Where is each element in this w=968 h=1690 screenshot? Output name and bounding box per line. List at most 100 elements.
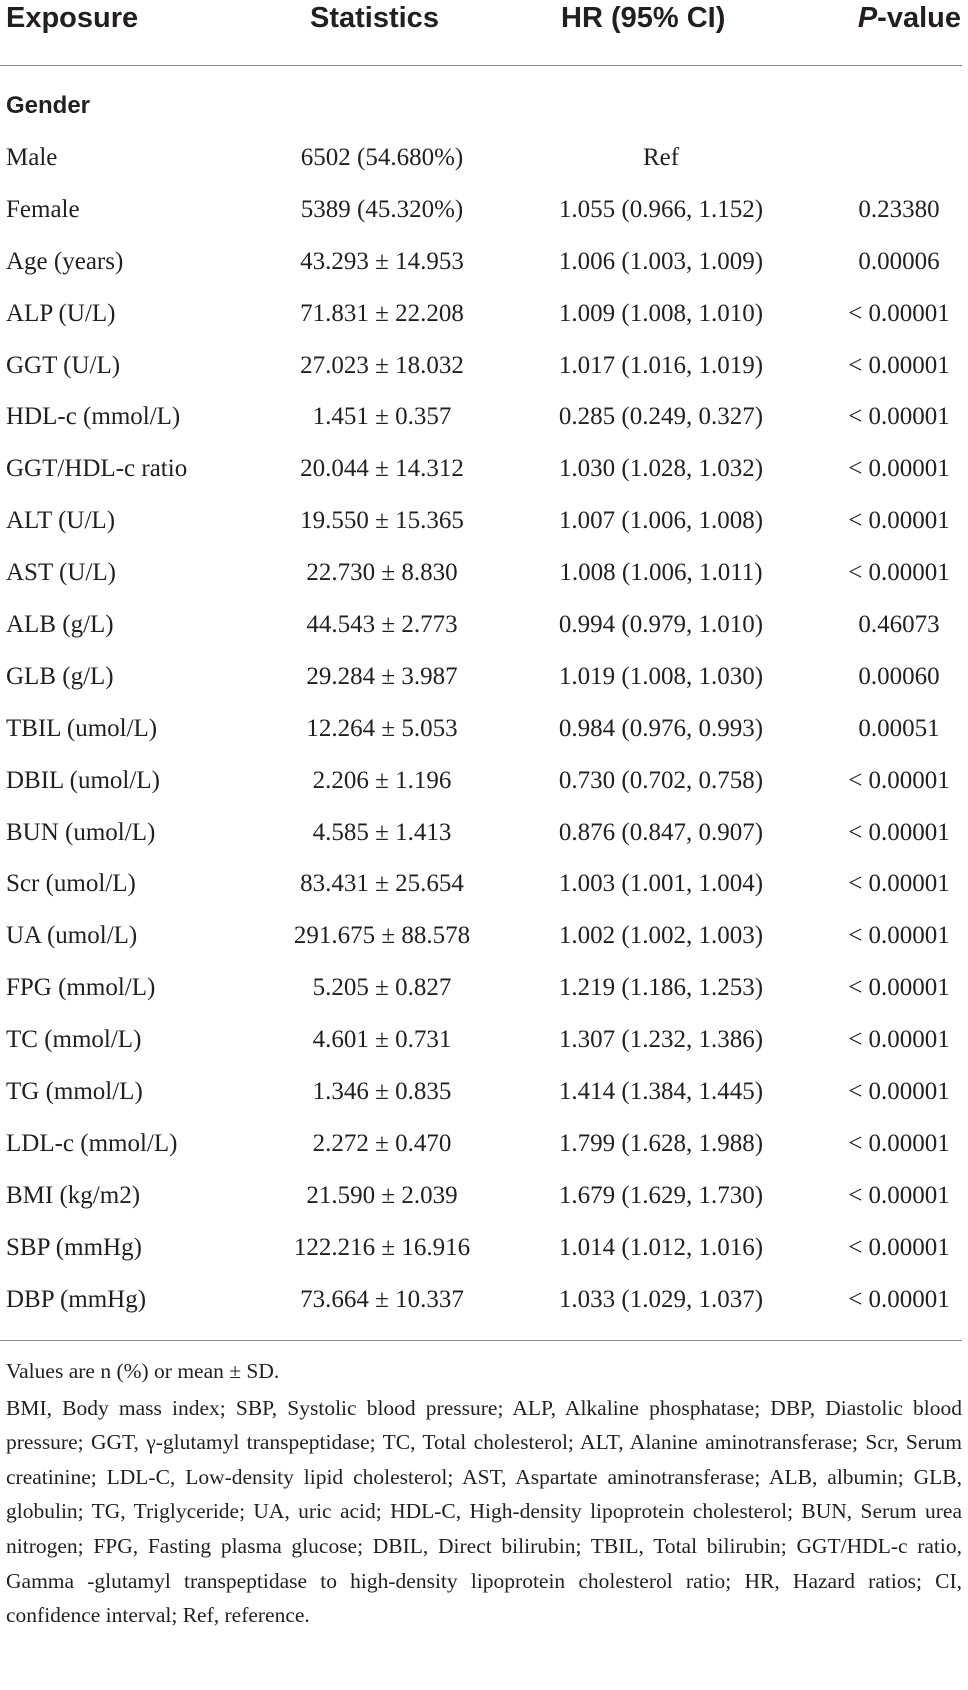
row-hr: 1.679 (1.629, 1.730) — [558, 1181, 764, 1209]
row-statistics: 29.284 ± 3.987 — [306, 662, 458, 690]
table-row: Age (years) 43.293 ± 14.953 1.006 (1.003, … — [0, 239, 968, 291]
row-p-value: 0.00051 — [858, 714, 940, 742]
row-statistics: 2.206 ± 1.196 — [312, 766, 452, 794]
group-heading: Gender — [6, 92, 91, 119]
row-hr: 1.008 (1.006, 1.011) — [559, 559, 763, 587]
row-label: TBIL (umol/L) — [6, 714, 158, 742]
row-statistics: 22.730 ± 8.830 — [306, 559, 458, 587]
row-statistics: 1.346 ± 0.835 — [312, 1078, 452, 1106]
row-label: LDL-c (mmol/L) — [6, 1129, 178, 1157]
row-hr: 1.219 (1.186, 1.253) — [558, 974, 764, 1002]
row-label: Male — [6, 144, 58, 171]
row-p-value: < 0.00001 — [848, 299, 950, 327]
row-label: DBIL (umol/L) — [6, 766, 160, 794]
table-row: ALT (U/L) 19.550 ± 15.365 1.007 (1.006, 1.… — [0, 498, 968, 550]
row-statistics: 2.272 ± 0.470 — [312, 1129, 452, 1157]
row-hr: 1.003 (1.001, 1.004) — [558, 870, 764, 898]
table-row: HDL-c (mmol/L) 1.451 ± 0.357 0.285 (0.249,… — [0, 394, 968, 446]
header-statistics: Statistics — [310, 2, 439, 34]
header-divider — [0, 65, 962, 66]
row-p-value: < 0.00001 — [848, 1078, 950, 1106]
row-p-value: < 0.00001 — [848, 1026, 950, 1054]
row-statistics: 27.023 ± 18.032 — [300, 351, 464, 379]
row-label: Scr (umol/L) — [6, 870, 136, 898]
row-hr: 1.017 (1.016, 1.019) — [558, 351, 764, 379]
table-row: ALP (U/L) 71.831 ± 22.208 1.009 (1.008, 1.… — [0, 291, 968, 343]
row-statistics: 73.664 ± 10.337 — [300, 1285, 464, 1313]
row-p-value: < 0.00001 — [848, 974, 950, 1002]
row-statistics: 21.590 ± 2.039 — [306, 1181, 458, 1209]
row-statistics: 43.293 ± 14.953 — [300, 247, 464, 275]
table-row: AST (U/L) 22.730 ± 8.830 1.008 (1.006, 1.0… — [0, 550, 968, 602]
row-statistics: 1.451 ± 0.357 — [312, 403, 452, 431]
row-hr: 1.002 (1.002, 1.003) — [558, 922, 764, 950]
row-hr: 1.030 (1.028, 1.032) — [558, 455, 764, 483]
row-statistics: 6502 (54.680%) — [300, 144, 464, 171]
row-label: TC (mmol/L) — [6, 1026, 142, 1054]
table-row: DBP (mmHg) 73.664 ± 10.337 1.033 (1.029, 1… — [0, 1277, 968, 1329]
row-label: AST (U/L) — [6, 559, 116, 587]
table-row: TC (mmol/L) 4.601 ± 0.731 1.307 (1.232, 1.… — [0, 1017, 968, 1069]
table-row: Male 6502 (54.680%) Ref — [0, 135, 968, 187]
row-hr: 0.285 (0.249, 0.327) — [558, 403, 764, 431]
row-label: FPG (mmol/L) — [6, 974, 156, 1002]
row-statistics: 122.216 ± 16.916 — [293, 1233, 471, 1261]
footer-divider — [0, 1340, 962, 1341]
row-label: ALB (g/L) — [6, 611, 114, 639]
table-row: TG (mmol/L) 1.346 ± 0.835 1.414 (1.384, 1.… — [0, 1069, 968, 1121]
row-label: TG (mmol/L) — [6, 1078, 143, 1106]
table-row: UA (umol/L) 291.675 ± 88.578 1.002 (1.002,… — [0, 913, 968, 965]
row-statistics: 19.550 ± 15.365 — [300, 507, 464, 535]
row-p-value: 0.46073 — [858, 611, 940, 639]
table-row: FPG (mmol/L) 5.205 ± 0.827 1.219 (1.186, 1… — [0, 965, 968, 1017]
row-p-value: < 0.00001 — [848, 1233, 950, 1261]
row-p-value: 0.00006 — [858, 247, 940, 275]
table-row: SBP (mmHg) 122.216 ± 16.916 1.014 (1.012, … — [0, 1225, 968, 1277]
row-p-value: < 0.00001 — [848, 870, 950, 898]
table-row: GLB (g/L) 29.284 ± 3.987 1.019 (1.008, 1.0… — [0, 654, 968, 706]
row-hr: 0.994 (0.979, 1.010) — [558, 611, 764, 639]
row-p-value: 0.00060 — [858, 662, 940, 690]
row-label: DBP (mmHg) — [6, 1285, 147, 1313]
row-hr: 0.984 (0.976, 0.993) — [558, 714, 764, 742]
table-row: GGT (U/L) 27.023 ± 18.032 1.017 (1.016, 1.… — [0, 343, 968, 395]
table-row: Scr (umol/L) 83.431 ± 25.654 1.003 (1.001,… — [0, 861, 968, 913]
header-p-italic: P — [857, 2, 878, 34]
table-footnotes: Values are n (%) or mean ± SD. BMI, Body… — [6, 1354, 962, 1633]
row-statistics: 20.044 ± 14.312 — [300, 455, 464, 483]
row-label: BUN (umol/L) — [6, 818, 156, 846]
row-label: GLB (g/L) — [6, 662, 114, 690]
row-statistics: 44.543 ± 2.773 — [306, 611, 458, 639]
row-label: ALT (U/L) — [6, 507, 116, 535]
abbreviations-note: BMI, Body mass index; SBP, Systolic bloo… — [6, 1395, 962, 1628]
row-p-value: 0.23380 — [858, 195, 940, 223]
row-hr: 0.876 (0.847, 0.907) — [558, 818, 764, 846]
row-label: Age (years) — [6, 247, 124, 275]
row-statistics: 5389 (45.320%) — [300, 195, 464, 223]
row-label: UA (umol/L) — [6, 922, 138, 950]
table-row: LDL-c (mmol/L) 2.272 ± 0.470 1.799 (1.628,… — [0, 1121, 968, 1173]
row-hr: 1.014 (1.012, 1.016) — [558, 1233, 764, 1261]
row-statistics: 83.431 ± 25.654 — [300, 870, 464, 898]
row-hr: 1.307 (1.232, 1.386) — [558, 1026, 764, 1054]
table-body: Male 6502 (54.680%) Ref Female 5389 (45.320%… — [0, 135, 968, 1328]
table-row: BMI (kg/m2) 21.590 ± 2.039 1.679 (1.629, 1… — [0, 1173, 968, 1225]
header-hr: HR (95% CI) — [561, 2, 726, 34]
row-p-value: < 0.00001 — [848, 1181, 950, 1209]
row-p-value: < 0.00001 — [848, 1129, 950, 1157]
row-p-value: < 0.00001 — [848, 351, 950, 379]
row-hr: Ref — [642, 144, 680, 171]
row-p-value: < 0.00001 — [848, 818, 950, 846]
row-statistics: 291.675 ± 88.578 — [293, 922, 471, 950]
row-p-value: < 0.00001 — [848, 403, 950, 431]
table-row: GGT/HDL-c ratio 20.044 ± 14.312 1.030 (1.0… — [0, 446, 968, 498]
table-row: ALB (g/L) 44.543 ± 2.773 0.994 (0.979, 1.0… — [0, 602, 968, 654]
values-note: Values are n (%) or mean ± SD. — [6, 1359, 280, 1383]
row-statistics: 71.831 ± 22.208 — [300, 299, 464, 327]
row-statistics: 4.601 ± 0.731 — [312, 1026, 452, 1054]
header-p-rest: -value — [877, 2, 961, 34]
row-statistics: 5.205 ± 0.827 — [312, 974, 452, 1002]
header-p-value: P-value — [858, 2, 961, 35]
header-exposure: Exposure — [6, 2, 139, 34]
